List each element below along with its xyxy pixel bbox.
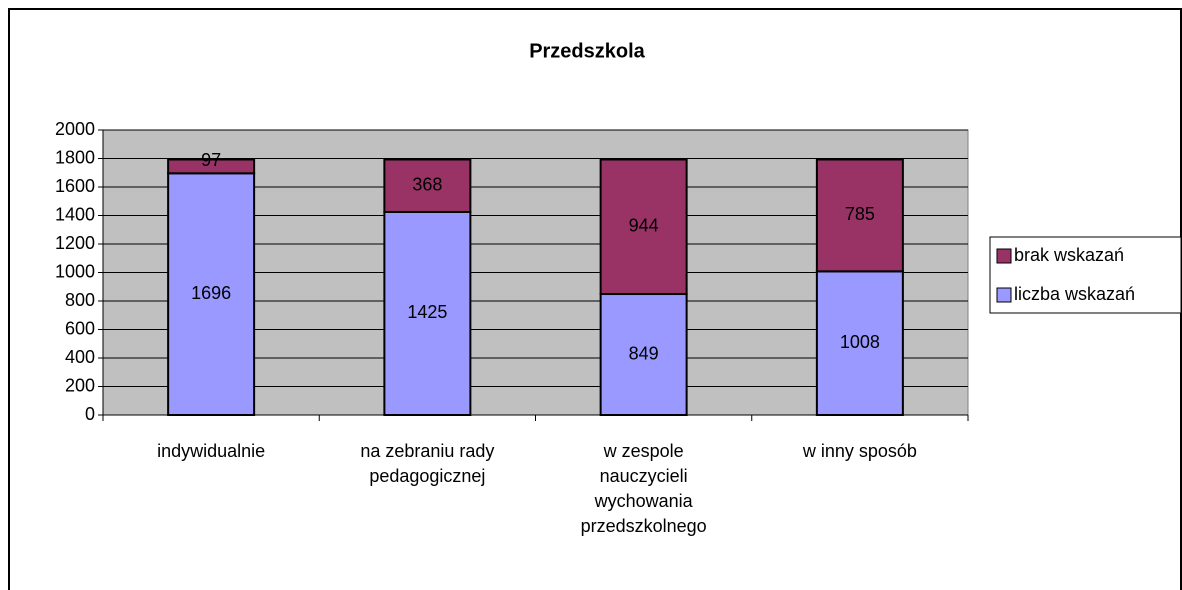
legend-box: [989, 236, 1182, 314]
y-tick-label: 400: [65, 347, 95, 367]
data-label: 97: [201, 150, 221, 170]
legend-label: liczba wskazań: [1014, 284, 1135, 304]
bar-segment: [167, 158, 256, 175]
legend-swatch: [996, 248, 1012, 264]
y-tick-label: 2000: [55, 119, 95, 139]
y-tick-label: 1400: [55, 204, 95, 224]
x-tick-label: nauczycieli: [600, 466, 688, 486]
y-tick-label: 1800: [55, 147, 95, 167]
bar-segment: [383, 158, 472, 213]
data-label: 1696: [191, 283, 231, 303]
legend-swatch: [996, 287, 1012, 303]
y-tick-label: 1000: [55, 261, 95, 281]
x-tick-label: pedagogicznej: [369, 466, 485, 486]
bar-segment: [167, 172, 256, 416]
data-label: 944: [629, 216, 659, 236]
y-tick-label: 600: [65, 318, 95, 338]
data-label: 785: [845, 204, 875, 224]
y-tick-label: 1600: [55, 176, 95, 196]
bar-segment: [599, 158, 688, 296]
data-label: 849: [629, 343, 659, 363]
bar-segment: [383, 210, 472, 416]
y-tick-label: 1200: [55, 233, 95, 253]
data-label: 1425: [407, 302, 447, 322]
x-tick-label: w inny sposób: [802, 441, 917, 461]
bar-segment: [815, 158, 904, 273]
x-tick-label: wychowania: [594, 491, 694, 511]
legend-label: brak wskazań: [1014, 245, 1124, 265]
x-tick-label: w zespole: [603, 441, 684, 461]
y-tick-label: 800: [65, 290, 95, 310]
x-tick-label: przedszkolnego: [581, 516, 707, 536]
y-tick-label: 200: [65, 375, 95, 395]
chart-title: Przedszkola: [529, 40, 645, 62]
data-label: 1008: [840, 332, 880, 352]
x-tick-label: indywidualnie: [157, 441, 265, 461]
y-tick-label: 0: [85, 404, 95, 424]
data-label: 368: [412, 174, 442, 194]
x-tick-label: na zebraniu rady: [360, 441, 494, 461]
